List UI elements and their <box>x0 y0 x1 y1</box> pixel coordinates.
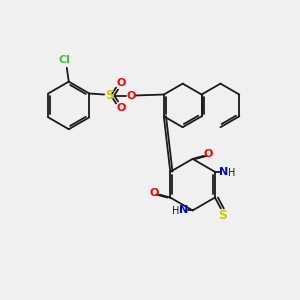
Text: N: N <box>179 206 188 215</box>
Text: O: O <box>116 103 126 113</box>
Text: H: H <box>228 168 236 178</box>
Text: S: S <box>105 89 114 102</box>
Text: Cl: Cl <box>59 55 71 65</box>
Text: O: O <box>126 91 136 100</box>
Text: O: O <box>150 188 159 198</box>
Text: O: O <box>116 78 126 88</box>
Text: N: N <box>219 167 229 177</box>
Text: S: S <box>218 209 227 222</box>
Text: H: H <box>172 206 179 216</box>
Text: O: O <box>204 149 213 159</box>
